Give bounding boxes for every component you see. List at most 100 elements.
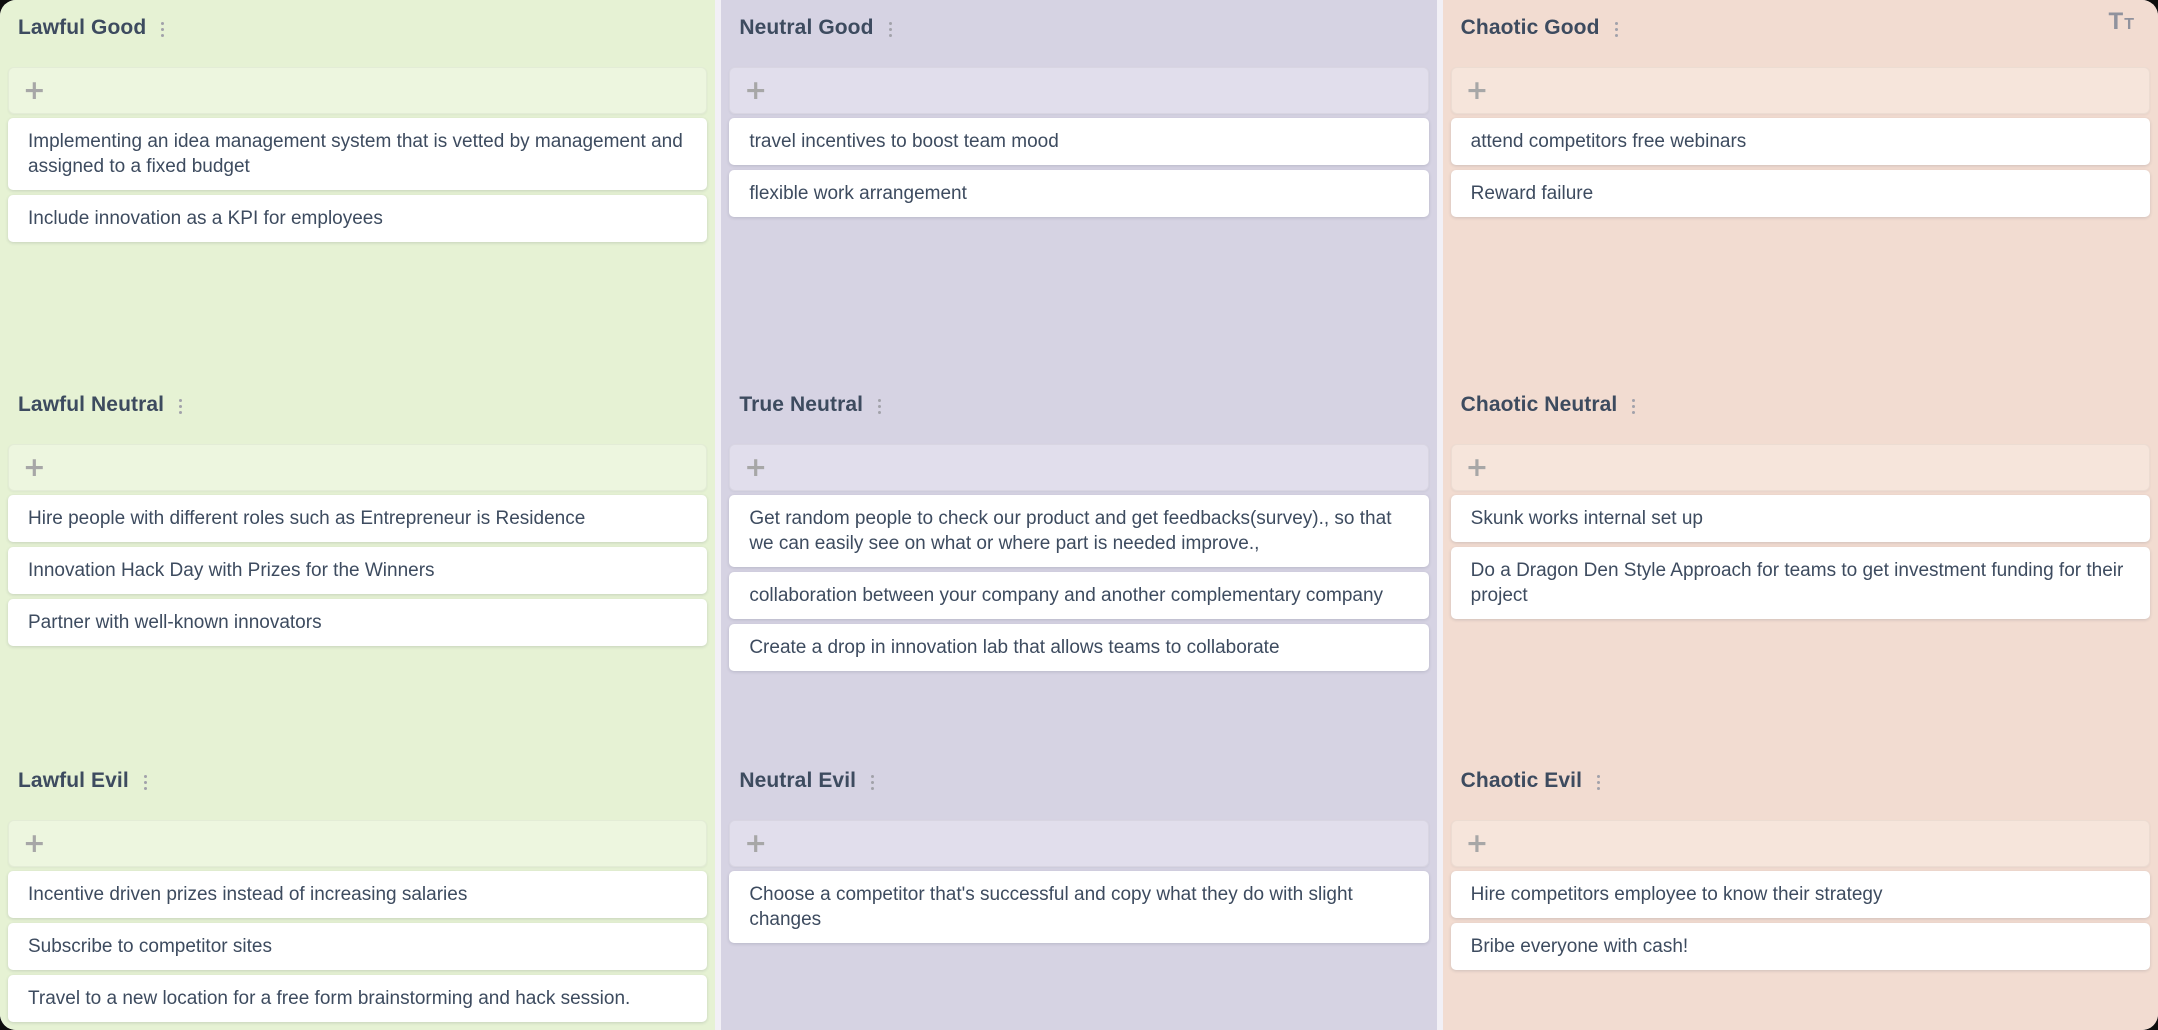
kebab-menu-icon[interactable] (867, 772, 878, 793)
kebab-dot (179, 399, 183, 402)
card[interactable]: Skunk works internal set up (1450, 495, 2150, 542)
card[interactable]: Hire people with different roles such as… (8, 495, 708, 542)
card-text: Include innovation as a KPI for employee… (28, 208, 383, 229)
card-list: Implementing an idea management system t… (8, 118, 708, 242)
card[interactable]: attend competitors free webinars (1450, 118, 2150, 165)
card[interactable]: Create a drop in innovation lab that all… (729, 624, 1429, 671)
section-header: Lawful Good (18, 15, 707, 41)
section-header: Lawful Neutral (18, 392, 707, 418)
card[interactable]: Travel to a new location for a free form… (8, 975, 708, 1022)
card[interactable]: Reward failure (1450, 170, 2150, 217)
card-text: Reward failure (1470, 183, 1594, 204)
card[interactable]: Innovation Hack Day with Prizes for the … (8, 547, 708, 594)
kebab-menu-icon[interactable] (157, 19, 168, 40)
kebab-menu-icon[interactable] (1628, 396, 1639, 417)
section-header: Neutral Evil (739, 768, 1428, 794)
add-card-button[interactable]: + (729, 67, 1429, 114)
plus-icon: + (1465, 75, 1489, 106)
text-size-small-glyph: T (2124, 15, 2134, 33)
add-card-button[interactable]: + (729, 820, 1429, 867)
add-card-button[interactable]: + (8, 820, 708, 867)
card-text: Hire people with different roles such as… (28, 508, 586, 529)
kebab-dot (143, 775, 147, 778)
card[interactable]: flexible work arrangement (729, 170, 1429, 217)
kebab-dot (1632, 399, 1636, 402)
card-list: Hire competitors employee to know their … (1450, 871, 2150, 970)
card-text: Choose a competitor that's successful an… (749, 884, 1353, 930)
card[interactable]: Get random people to check our product a… (729, 495, 1429, 567)
kebab-menu-icon[interactable] (885, 19, 896, 40)
section-title: Neutral Evil (739, 769, 857, 792)
card[interactable]: Hire competitors employee to know their … (1450, 871, 2150, 918)
board-section: Chaotic Good + attend competitors free w… (1443, 0, 2158, 377)
section-header: Chaotic Good (1461, 15, 2150, 41)
section-header: Chaotic Neutral (1461, 392, 2150, 418)
kebab-menu-icon[interactable] (1593, 772, 1604, 793)
kebab-dot (161, 28, 165, 31)
board-section: Lawful Good + Implementing an idea manag… (0, 0, 715, 377)
plus-icon: + (23, 828, 46, 859)
kebab-dot (1614, 22, 1618, 25)
add-card-button[interactable]: + (8, 67, 708, 114)
kebab-dot (1614, 34, 1618, 37)
card[interactable]: collaboration between your company and a… (729, 572, 1429, 619)
card-text: Travel to a new location for a free form… (28, 988, 631, 1009)
card[interactable]: Bribe everyone with cash! (1450, 923, 2150, 970)
kebab-dot (878, 399, 882, 402)
kebab-menu-icon[interactable] (1611, 19, 1622, 40)
section-title: Lawful Good (18, 16, 147, 39)
kebab-menu-icon[interactable] (175, 396, 186, 417)
kebab-dot (1632, 411, 1636, 414)
card-text: Get random people to check our product a… (749, 508, 1392, 554)
card-text: Innovation Hack Day with Prizes for the … (28, 560, 435, 581)
section-title: Lawful Evil (18, 769, 129, 792)
plus-icon: + (744, 452, 767, 483)
add-card-button[interactable]: + (8, 444, 708, 491)
card[interactable]: Do a Dragon Den Style Approach for teams… (1450, 547, 2150, 619)
card-text: travel incentives to boost team mood (749, 131, 1059, 152)
kebab-dot (143, 781, 147, 784)
section-title: Chaotic Good (1460, 16, 1600, 39)
kebab-menu-icon[interactable] (140, 772, 151, 793)
card-list: Choose a competitor that's successful an… (729, 871, 1429, 943)
add-card-button[interactable]: + (1450, 444, 2150, 491)
plus-icon: + (744, 828, 767, 859)
card[interactable]: Implementing an idea management system t… (8, 118, 708, 190)
card-text: flexible work arrangement (749, 183, 967, 204)
section-header: Lawful Evil (18, 768, 707, 794)
section-header: Neutral Good (739, 15, 1428, 41)
card[interactable]: travel incentives to boost team mood (729, 118, 1429, 165)
card[interactable]: Partner with well-known innovators (8, 599, 708, 646)
kebab-dot (888, 34, 892, 37)
card[interactable]: Incentive driven prizes instead of incre… (8, 871, 708, 918)
kebab-dot (1597, 787, 1601, 790)
kebab-dot (161, 22, 165, 25)
kebab-dot (871, 787, 875, 790)
card-list: attend competitors free webinars Reward … (1450, 118, 2150, 217)
card-list: travel incentives to boost team mood fle… (729, 118, 1429, 217)
card-text: Implementing an idea management system t… (28, 131, 683, 177)
add-card-button[interactable]: + (729, 444, 1429, 491)
kebab-dot (878, 411, 882, 414)
plus-icon: + (1465, 828, 1489, 859)
board-section: Neutral Good + travel incentives to boos… (721, 0, 1436, 377)
kebab-menu-icon[interactable] (874, 396, 885, 417)
section-title: Neutral Good (739, 16, 874, 39)
card-list: Hire people with different roles such as… (8, 495, 708, 646)
section-title: Chaotic Neutral (1460, 393, 1618, 416)
card-list: Get random people to check our product a… (729, 495, 1429, 671)
kebab-dot (1632, 405, 1636, 408)
card-text: Skunk works internal set up (1470, 508, 1703, 529)
card-text: collaboration between your company and a… (749, 585, 1384, 606)
card[interactable]: Include innovation as a KPI for employee… (8, 195, 708, 242)
add-card-button[interactable]: + (1450, 67, 2150, 114)
card[interactable]: Choose a competitor that's successful an… (729, 871, 1429, 943)
board-column-neutral: Neutral Good + travel incentives to boos… (721, 0, 1437, 1030)
section-title: True Neutral (739, 393, 864, 416)
text-size-icon[interactable]: T T (2109, 10, 2134, 34)
section-header: True Neutral (739, 392, 1428, 418)
card[interactable]: Subscribe to competitor sites (8, 923, 708, 970)
card-text: attend competitors free webinars (1470, 131, 1747, 152)
add-card-button[interactable]: + (1450, 820, 2150, 867)
